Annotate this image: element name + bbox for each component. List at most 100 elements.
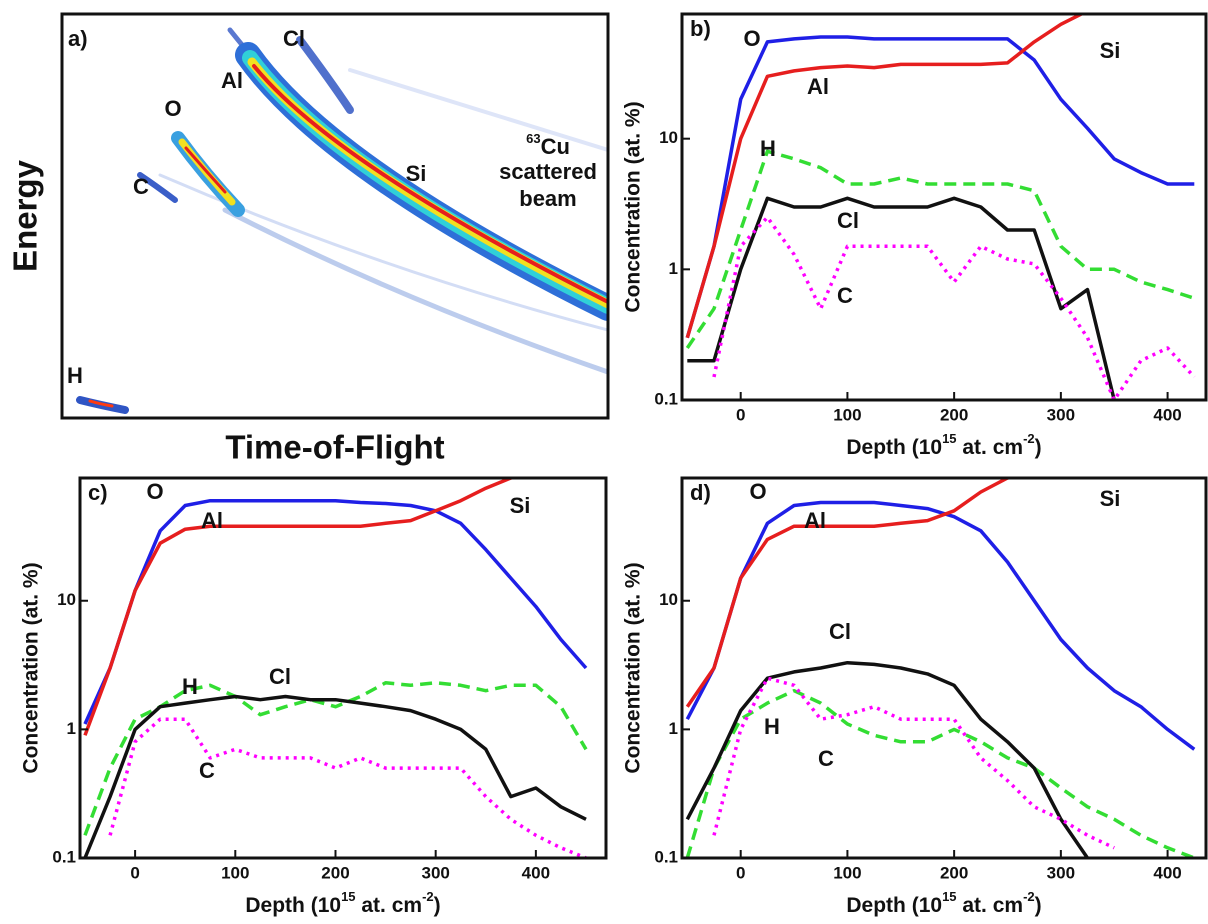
annotation-text: Cu (541, 134, 570, 159)
x-tick-label: 300 (1047, 863, 1075, 882)
x-axis-label-part: Depth (10 (846, 436, 942, 459)
series-line (685, 35, 1195, 339)
series-label: Al (804, 508, 826, 533)
panel-label: b) (690, 16, 711, 41)
series-label: Cl (269, 664, 291, 689)
annotation: Cl (283, 26, 305, 51)
x-tick-label: 400 (1153, 863, 1181, 882)
y-tick-label: 0.1 (52, 847, 76, 866)
annotation-text: Al (221, 68, 243, 93)
x-axis-label-part: ) (1035, 894, 1042, 917)
panel-label: d) (690, 480, 711, 505)
plot-frame (680, 12, 1208, 402)
series-line (685, 14, 1086, 339)
annotation-text: O (164, 96, 181, 121)
annotation: Si (1100, 38, 1121, 63)
annotation: O (164, 96, 181, 121)
x-axis-label: Depth (1015 at. cm-2) (846, 431, 1041, 458)
x-tick-label: 0 (736, 405, 745, 424)
x-axis-label: Depth (1015 at. cm-2) (846, 889, 1041, 916)
x-tick-label: 200 (940, 405, 968, 424)
image-frame (60, 12, 610, 420)
x-tick-label: 100 (833, 863, 861, 882)
series-label: O (743, 26, 760, 51)
x-axis-label-part: at. cm (957, 436, 1024, 459)
y-tick-label: 0.1 (654, 389, 678, 408)
series-line (685, 500, 1196, 751)
series-line (712, 676, 1115, 850)
panel-label: a) (68, 26, 88, 51)
annotation-text: scattered (499, 159, 597, 184)
annotation: beam (519, 186, 576, 211)
series-label: H (182, 674, 198, 699)
series-label: O (146, 479, 163, 504)
annotation-text: C (133, 174, 149, 199)
tof-e-histogram (62, 14, 608, 418)
series-line (685, 478, 1016, 708)
series-label: C (818, 746, 834, 771)
x-axis-label-sup: 15 (341, 889, 355, 904)
y-tick-label: 1 (669, 719, 678, 738)
series-label: Cl (837, 208, 859, 233)
x-axis-label-part: Depth (10 (245, 894, 341, 917)
plot-area (685, 14, 1196, 400)
series-line (687, 196, 1116, 400)
x-tick-label: 400 (1153, 405, 1181, 424)
plot-area (685, 478, 1196, 858)
series-line (685, 688, 1195, 858)
series-line (83, 681, 588, 836)
x-axis-label-sup: -2 (422, 889, 434, 904)
annotation-text: Si (406, 161, 427, 186)
x-tick-label: 200 (321, 863, 349, 882)
series-line (83, 478, 519, 736)
annotation: scattered (499, 159, 597, 184)
x-axis-label: Depth (1015 at. cm-2) (245, 889, 440, 916)
annotation-text: beam (519, 186, 576, 211)
x-axis-label-part: Depth (10 (846, 894, 942, 917)
annotation: Si (406, 161, 427, 186)
annotation-text: Cl (283, 26, 305, 51)
x-tick-label: 300 (421, 863, 449, 882)
annotation: 63Cu (526, 131, 570, 158)
y-tick-label: 10 (659, 128, 678, 147)
annotation: Si (510, 493, 531, 518)
x-tick-label: 100 (221, 863, 249, 882)
y-tick-label: 1 (669, 259, 678, 278)
annotation: H (67, 363, 83, 388)
x-tick-label: 400 (522, 863, 550, 882)
x-tick-label: 300 (1047, 405, 1075, 424)
panel-label: c) (88, 480, 108, 505)
x-axis-label-part: ) (434, 894, 441, 917)
annotation: Al (221, 68, 243, 93)
series-label: Cl (829, 619, 851, 644)
series-line (83, 694, 587, 858)
y-axis-label: Concentration (at. %) (622, 101, 645, 312)
series-label: O (749, 479, 766, 504)
x-axis-label-part: at. cm (957, 894, 1024, 917)
series-line (685, 149, 1195, 349)
x-axis-label-sup: -2 (1023, 889, 1035, 904)
y-tick-label: 10 (57, 590, 76, 609)
y-axis-label: Concentration (at. %) (20, 562, 43, 773)
annotation-sup: 63 (526, 131, 540, 146)
series-label: H (764, 714, 780, 739)
y-tick-label: 10 (659, 590, 678, 609)
x-tick-label: 0 (130, 863, 139, 882)
x-tick-label: 100 (833, 405, 861, 424)
y-tick-label: 1 (67, 719, 76, 738)
annotation: Si (1100, 486, 1121, 511)
series-label: H (760, 136, 776, 161)
plot-frame (78, 476, 608, 860)
series-line (685, 660, 1089, 858)
y-tick-label: 0.1 (654, 847, 678, 866)
series-label: C (199, 758, 215, 783)
plot-area (83, 478, 588, 858)
series-label: Al (807, 74, 829, 99)
x-axis-label-part: ) (1035, 436, 1042, 459)
plot-frame (680, 476, 1208, 860)
annotation: C (133, 174, 149, 199)
series-label: C (837, 283, 853, 308)
x-axis-label: Time-of-Flight (225, 429, 444, 466)
x-axis-label-sup: 15 (942, 889, 956, 904)
